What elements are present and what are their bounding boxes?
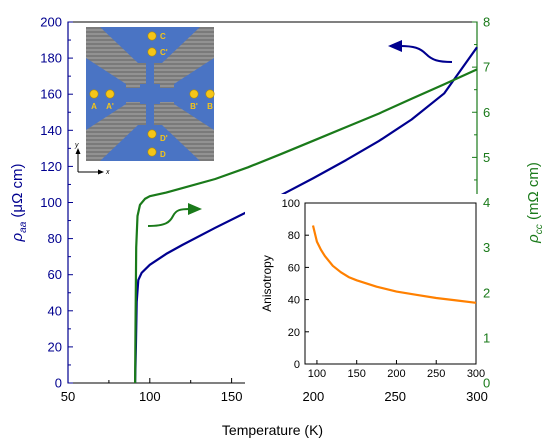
inset-x-tick-label: 300: [467, 368, 485, 380]
left-y-tick-label: 20: [48, 339, 62, 354]
contact-dots: C C' A A' B' B D' D: [89, 31, 215, 159]
left-y-tick-label: 120: [40, 159, 62, 174]
contact-dot: [147, 31, 157, 41]
inset-x-tick-label: 150: [348, 368, 366, 380]
contact-label: D: [160, 150, 166, 159]
contact-label: A: [91, 102, 97, 111]
right-y-tick-label: 1: [483, 330, 490, 345]
x-tick-label: 250: [384, 389, 406, 404]
contact-dot: [89, 89, 99, 99]
right-axis-arrow: [147, 203, 202, 227]
contact-label: C': [160, 48, 168, 57]
right-y-tick-label: 6: [483, 105, 490, 120]
left-y-tick-label: 60: [48, 267, 62, 282]
left-y-tick-label: 140: [40, 123, 62, 138]
contact-label: D': [160, 134, 168, 143]
inset-y-tick-label: 40: [288, 295, 300, 307]
inset-y-tick-label: 80: [288, 230, 300, 242]
inset-y-tick-label: 0: [294, 359, 300, 371]
x-tick-label: 200: [303, 389, 325, 404]
inset-axes: 100 150 200 250 300 0 20 40 60 80 100 Anisotropy: [260, 198, 485, 380]
inset-x-tick-label: 200: [387, 368, 405, 380]
rho-cc-line: [134, 68, 478, 384]
inset-background: [245, 194, 482, 391]
axis-y-letter: y: [74, 142, 79, 149]
axis-x-letter: x: [105, 169, 110, 176]
left-y-tick-label: 100: [40, 195, 62, 210]
x-tick-label: 100: [139, 389, 161, 404]
left-y-tick-label: 200: [40, 15, 62, 30]
contact-dot: [147, 47, 157, 57]
main-series: [134, 46, 478, 384]
left-y-axis-label: ρaa (μΩ cm): [9, 164, 29, 243]
anisotropy-line: [311, 225, 477, 304]
x-axis-label: Temperature (K): [222, 422, 323, 438]
contact-dot: [205, 89, 215, 99]
inset-y-tick-label: 100: [282, 198, 300, 210]
x-tick-label: 50: [61, 389, 75, 404]
right-y-tick-label: 7: [483, 60, 490, 75]
left-y-tick-label: 40: [48, 303, 62, 318]
left-axis-arrow: [388, 40, 453, 63]
left-y-tick-label: 0: [55, 376, 62, 391]
right-y-tick-label: 5: [483, 150, 490, 165]
right-y-axis-label: ρcc (mΩ cm): [525, 162, 545, 244]
left-y-tick-label: 160: [40, 87, 62, 102]
contact-label: C: [160, 32, 166, 41]
contact-label: A': [106, 102, 114, 111]
xy-axes-indicator: y x: [74, 142, 110, 176]
contact-label: B: [207, 102, 213, 111]
rho-aa-line: [134, 46, 478, 384]
inset-x-tick-label: 250: [427, 368, 445, 380]
contact-dot: [105, 89, 115, 99]
contact-dot: [147, 147, 157, 157]
right-y-tick-label: 8: [483, 15, 490, 30]
left-y-tick-label: 80: [48, 231, 62, 246]
contact-dot: [189, 89, 199, 99]
x-tick-label: 150: [221, 389, 243, 404]
right-y-tick-label: 4: [483, 195, 490, 210]
inset-y-tick-label: 20: [288, 327, 300, 339]
inset-y-tick-label: 60: [288, 262, 300, 274]
inset-series: [311, 225, 477, 304]
left-y-tick-label: 180: [40, 51, 62, 66]
right-y-tick-label: 0: [483, 376, 490, 391]
contact-label: B': [190, 102, 198, 111]
right-y-tick-label: 3: [483, 240, 490, 255]
contact-dot: [147, 129, 157, 139]
inset-plot-area: [304, 202, 477, 365]
x-tick-label: 300: [466, 389, 488, 404]
inset-x-tick-label: 100: [308, 368, 326, 380]
right-y-tick-label: 2: [483, 285, 490, 300]
inset-y-axis-label: Anisotropy: [260, 255, 274, 312]
device-image-inset: C C' A A' B' B D' D: [86, 27, 215, 161]
